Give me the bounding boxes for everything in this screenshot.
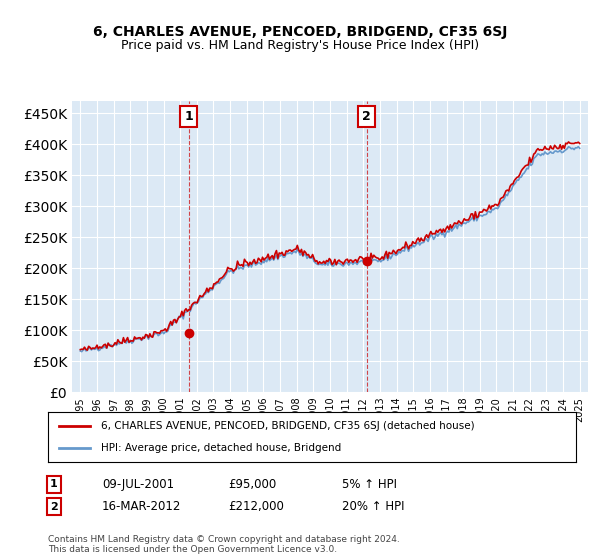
Text: 20% ↑ HPI: 20% ↑ HPI: [342, 500, 404, 514]
Text: 1: 1: [50, 479, 58, 489]
Text: 6, CHARLES AVENUE, PENCOED, BRIDGEND, CF35 6SJ: 6, CHARLES AVENUE, PENCOED, BRIDGEND, CF…: [93, 25, 507, 39]
Text: Price paid vs. HM Land Registry's House Price Index (HPI): Price paid vs. HM Land Registry's House …: [121, 39, 479, 52]
Text: £95,000: £95,000: [228, 478, 276, 491]
Text: £212,000: £212,000: [228, 500, 284, 514]
Text: 6, CHARLES AVENUE, PENCOED, BRIDGEND, CF35 6SJ (detached house): 6, CHARLES AVENUE, PENCOED, BRIDGEND, CF…: [101, 421, 475, 431]
Text: 2: 2: [50, 502, 58, 512]
Text: 5% ↑ HPI: 5% ↑ HPI: [342, 478, 397, 491]
Text: 09-JUL-2001: 09-JUL-2001: [102, 478, 174, 491]
Text: 16-MAR-2012: 16-MAR-2012: [102, 500, 181, 514]
Text: Contains HM Land Registry data © Crown copyright and database right 2024.
This d: Contains HM Land Registry data © Crown c…: [48, 535, 400, 554]
Text: 1: 1: [184, 110, 193, 123]
Text: 2: 2: [362, 110, 371, 123]
Text: HPI: Average price, detached house, Bridgend: HPI: Average price, detached house, Brid…: [101, 443, 341, 453]
